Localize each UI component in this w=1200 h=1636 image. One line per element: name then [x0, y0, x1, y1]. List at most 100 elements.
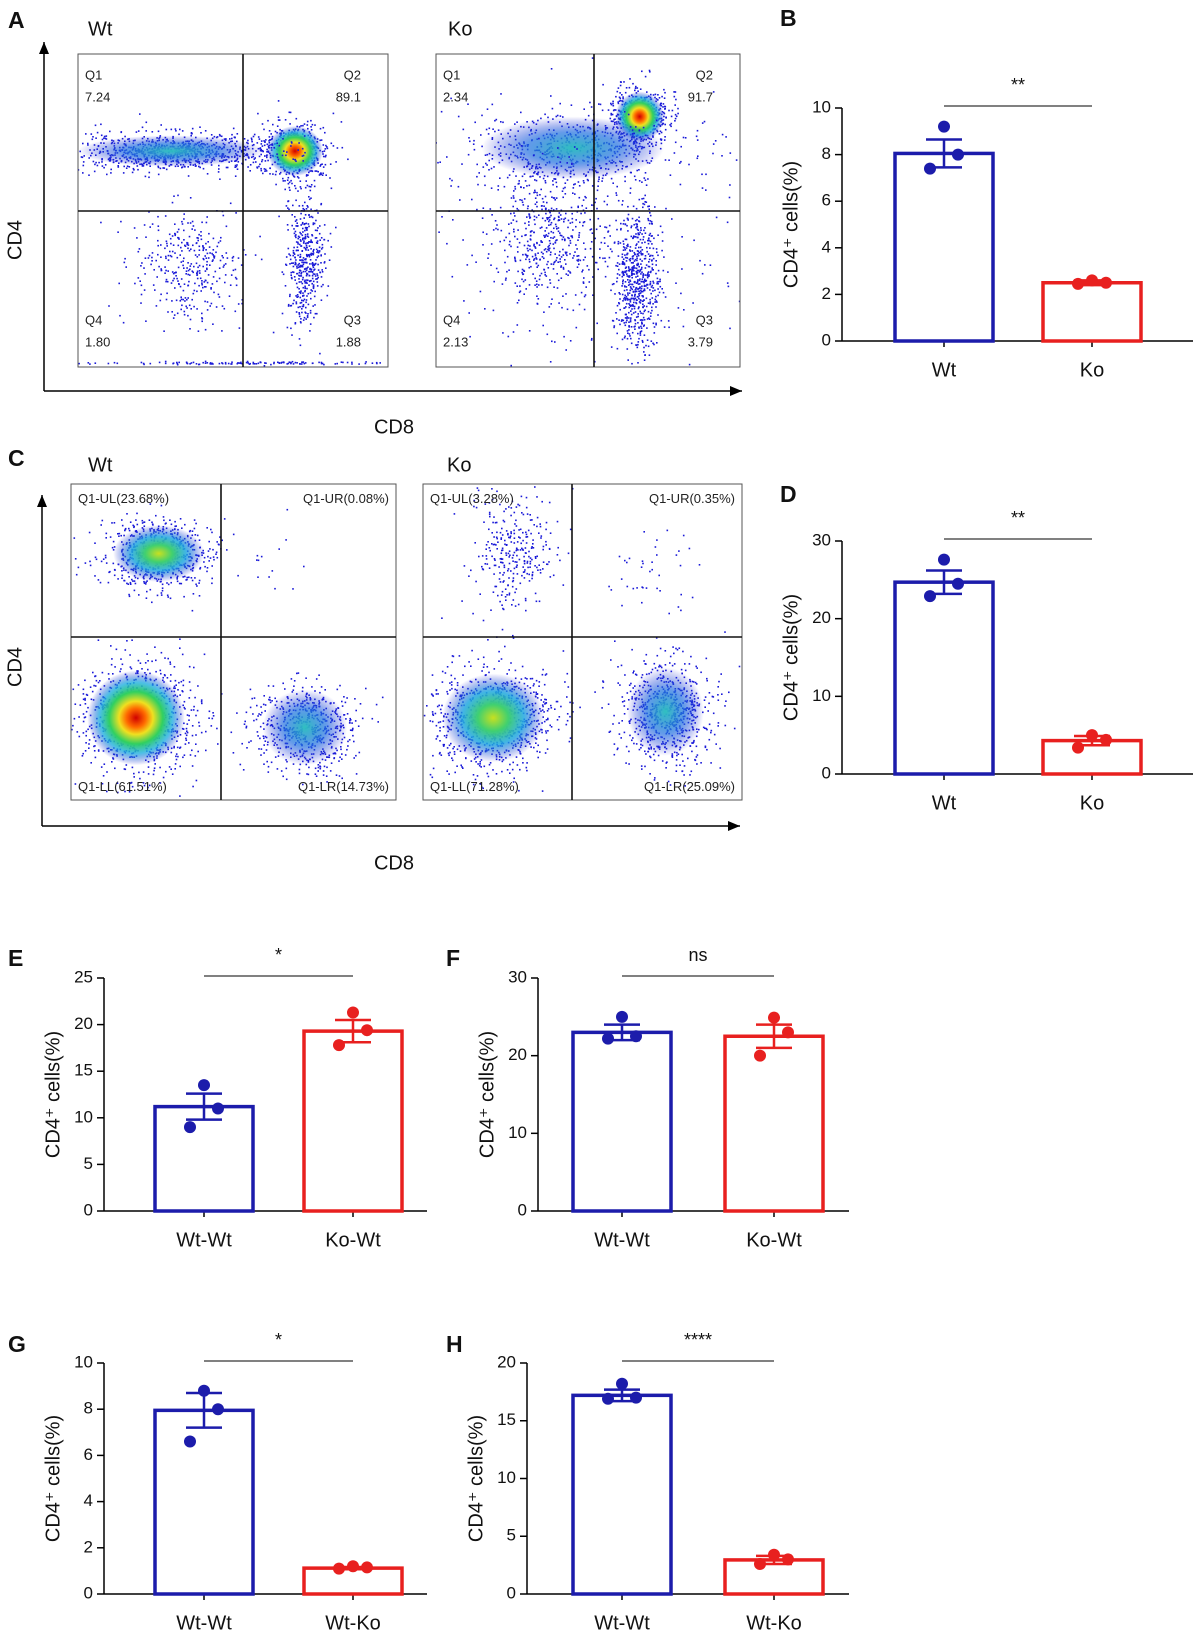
event-dot: [109, 130, 111, 133]
event-dot: [199, 277, 202, 280]
event-dot: [323, 224, 326, 226]
event-dot: [616, 185, 618, 188]
event-dot: [557, 230, 560, 233]
event-dot: [636, 273, 638, 275]
event-dot: [309, 330, 311, 332]
event-dot: [536, 194, 539, 197]
event-dot: [649, 214, 652, 217]
event-dot: [316, 229, 318, 232]
event-dot: [191, 579, 194, 582]
event-dot: [508, 223, 510, 225]
event-dot: [201, 283, 203, 286]
event-dot: [284, 285, 287, 287]
event-dot: [70, 154, 72, 156]
event-dot: [204, 360, 207, 363]
data-point: [938, 120, 950, 133]
event-dot: [284, 119, 287, 121]
event-dot: [196, 290, 198, 293]
event-dot: [541, 171, 544, 173]
event-dot: [548, 219, 551, 221]
event-dot: [268, 140, 270, 142]
event-dot: [624, 256, 627, 259]
event-dot: [297, 306, 300, 309]
event-dot: [536, 266, 538, 268]
event-dot: [116, 362, 119, 365]
event-dot: [87, 142, 89, 145]
event-dot: [308, 185, 311, 188]
event-dot: [581, 204, 583, 207]
event-dot: [234, 268, 237, 271]
event-dot: [617, 102, 620, 105]
event-dot: [656, 282, 658, 285]
event-dot: [208, 246, 211, 248]
event-dot: [648, 237, 650, 239]
event-dot: [271, 144, 274, 146]
event-dot: [612, 102, 614, 105]
event-dot: [254, 157, 256, 159]
event-dot: [281, 154, 284, 157]
event-dot: [317, 251, 320, 254]
event-dot: [325, 267, 327, 269]
event-dot: [232, 127, 235, 130]
event-dot: [643, 229, 645, 232]
event-dot: [187, 175, 190, 177]
event-dot: [638, 246, 640, 249]
event-dot: [635, 301, 637, 304]
event-dot: [317, 227, 319, 229]
event-dot: [329, 232, 332, 235]
event-dot: [544, 248, 547, 250]
event-dot: [629, 78, 631, 80]
event-dot: [170, 255, 173, 258]
event-dot: [552, 231, 555, 234]
event-dot: [549, 253, 552, 256]
event-dot: [509, 240, 511, 243]
quadrant-value: 89.1: [336, 89, 361, 104]
event-dot: [273, 362, 275, 365]
event-dot: [638, 290, 640, 292]
event-dot: [300, 212, 302, 215]
event-dot: [303, 294, 305, 297]
event-dot: [82, 164, 85, 167]
event-dot: [661, 249, 663, 252]
event-dot: [153, 269, 155, 271]
event-dot: [482, 207, 485, 209]
event-dot: [110, 168, 112, 171]
event-dot: [82, 142, 84, 145]
event-dot: [274, 130, 277, 133]
event-dot: [657, 314, 659, 316]
event-dot: [314, 237, 317, 239]
event-dot: [600, 167, 602, 169]
event-dot: [301, 265, 304, 268]
event-dot: [619, 323, 621, 326]
event-dot: [96, 131, 99, 134]
event-dot: [668, 159, 670, 161]
event-dot: [597, 217, 600, 220]
event-dot: [579, 259, 582, 262]
event-dot: [661, 288, 663, 290]
event-dot: [640, 268, 643, 270]
event-dot: [177, 237, 180, 239]
event-dot: [622, 280, 624, 283]
event-dot: [607, 245, 609, 247]
event-dot: [565, 293, 567, 295]
event-dot: [308, 254, 310, 257]
event-dot: [158, 265, 160, 268]
event-dot: [616, 265, 619, 267]
event-dot: [189, 222, 192, 224]
event-dot: [539, 421, 541, 423]
event-dot: [186, 241, 188, 244]
event-dot: [311, 234, 314, 237]
event-dot: [572, 192, 574, 194]
event-dot: [260, 167, 262, 170]
event-dot: [284, 188, 286, 191]
event-dot: [299, 186, 302, 188]
event-dot: [541, 197, 544, 200]
event-dot: [549, 282, 552, 284]
event-dot: [615, 95, 617, 98]
event-dot: [218, 362, 221, 365]
event-dot: [541, 256, 544, 258]
event-dot: [553, 247, 555, 250]
event-dot: [636, 264, 638, 267]
event-dot: [246, 360, 249, 363]
event-dot: [198, 254, 200, 256]
